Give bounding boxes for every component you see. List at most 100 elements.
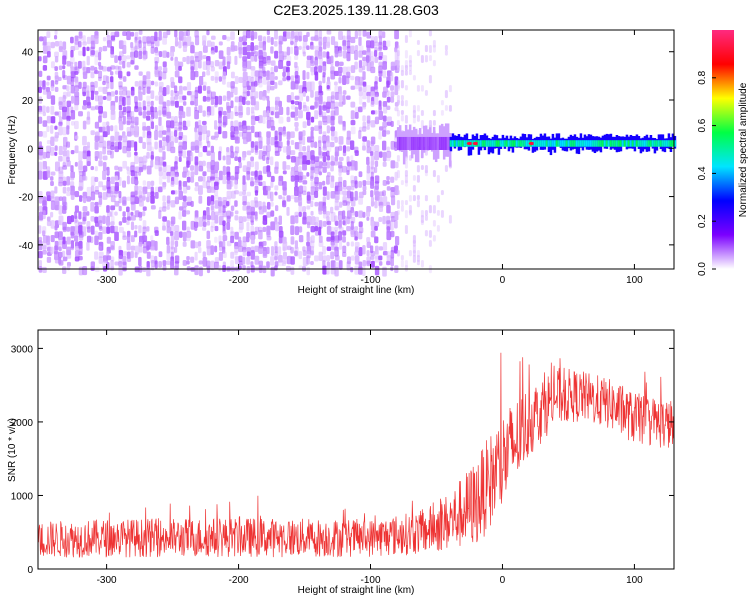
spectrogram-cell bbox=[118, 90, 123, 96]
spectrogram-cell bbox=[86, 150, 91, 158]
signal-band-core bbox=[461, 140, 465, 147]
spectrogram-cell bbox=[46, 115, 52, 124]
spectrogram-cell bbox=[58, 251, 63, 258]
spectrogram-cell bbox=[298, 265, 303, 270]
spectrogram-cell bbox=[142, 110, 147, 119]
spectrogram-cell bbox=[162, 66, 168, 74]
spectrogram-cell bbox=[42, 171, 48, 180]
spectrogram-cell bbox=[350, 241, 355, 247]
spectrogram-cell bbox=[186, 210, 191, 215]
spectrogram-cell bbox=[178, 76, 183, 84]
signal-band-core bbox=[583, 140, 587, 147]
spectrogram-cell bbox=[170, 260, 175, 269]
spectrogram-cell bbox=[146, 196, 150, 203]
spectrogram-cell bbox=[416, 255, 420, 262]
spectrogram-cell bbox=[142, 41, 147, 48]
spectrogram-cell bbox=[358, 50, 363, 58]
spectrogram-cell bbox=[214, 215, 219, 224]
spectrogram-cell bbox=[214, 165, 219, 174]
spectrogram-cell bbox=[400, 95, 404, 101]
spectrogram-cell bbox=[110, 205, 116, 211]
spectrogram-cell bbox=[226, 61, 231, 70]
spectrogram-cell bbox=[210, 75, 215, 81]
snr-y-axis-label: SNR (10 * v/v) bbox=[7, 418, 18, 482]
spectrogram-cell bbox=[166, 165, 172, 174]
spectrogram-cell bbox=[310, 45, 315, 50]
spectrogram-cell bbox=[110, 185, 116, 195]
signal-band-core bbox=[579, 140, 583, 147]
spectrogram-cell bbox=[262, 96, 266, 101]
signal-band-core bbox=[651, 140, 655, 147]
signal-band-core bbox=[647, 140, 651, 147]
spectrogram-cell bbox=[174, 85, 178, 94]
spectrogram-cell bbox=[90, 225, 95, 235]
spectrogram-cell bbox=[46, 140, 52, 145]
spectrogram-cell bbox=[94, 205, 99, 214]
spectrogram-cell bbox=[130, 221, 135, 231]
spectrogram-cell bbox=[346, 216, 350, 225]
spectrogram-cell bbox=[138, 80, 144, 90]
spectrogram-cell bbox=[282, 255, 288, 264]
spectrogram-cell bbox=[194, 210, 199, 219]
spectrogram-cell bbox=[178, 190, 183, 201]
spectrogram-cell bbox=[290, 91, 295, 101]
spectrogram-cell bbox=[142, 55, 147, 61]
spectrogram-cell bbox=[90, 130, 95, 136]
spectrogram-cell bbox=[350, 255, 355, 261]
spectrogram-cell bbox=[70, 45, 76, 52]
spectrogram-cell bbox=[118, 60, 123, 65]
spectrogram-cell bbox=[386, 151, 392, 158]
spectrogram-cell bbox=[174, 130, 178, 137]
spectrogram-cell bbox=[38, 251, 43, 259]
signal-band-core bbox=[483, 140, 487, 147]
spectrogram-cell bbox=[270, 210, 275, 217]
spectrogram-cell bbox=[254, 116, 260, 121]
spectrogram-cell bbox=[424, 90, 428, 96]
spectrogram-cell bbox=[254, 255, 260, 265]
spectrogram-cell bbox=[78, 186, 83, 191]
spectrogram-cell bbox=[326, 161, 330, 169]
spectrogram-cell bbox=[354, 226, 359, 231]
spectrogram-cell bbox=[182, 111, 186, 119]
spectrogram-cell bbox=[362, 56, 367, 62]
spectrogram-cell bbox=[86, 101, 92, 109]
spectrogram-cell bbox=[354, 150, 359, 156]
spectrogram-cell bbox=[362, 105, 366, 110]
spectrogram-cell bbox=[306, 221, 311, 229]
spectrogram-cell bbox=[166, 245, 171, 254]
spectrogram-cell bbox=[314, 190, 319, 199]
spectrogram-cell bbox=[358, 130, 362, 139]
spectrogram-cell bbox=[182, 45, 188, 53]
spectrogram-cell bbox=[222, 231, 227, 236]
spectrogram-cell bbox=[354, 241, 360, 248]
signal-band-core bbox=[515, 140, 519, 147]
spectrogram-cell bbox=[374, 85, 379, 94]
spectrogram-cell bbox=[94, 156, 98, 162]
spectrogram-cell bbox=[358, 261, 363, 269]
spectrogram-cell bbox=[370, 160, 374, 170]
spectrogram-cell bbox=[74, 120, 79, 130]
spectrogram-cell bbox=[162, 145, 166, 151]
spectrogram-cell bbox=[150, 46, 155, 54]
spectrogram-cell bbox=[42, 111, 46, 117]
spectrogram-cell bbox=[310, 36, 316, 41]
spectrogram-cell bbox=[134, 121, 139, 126]
spectrogram-cell bbox=[158, 206, 163, 213]
spectrogram-cell bbox=[322, 36, 328, 44]
spectrogram-cell bbox=[250, 66, 256, 71]
spectrogram-cell bbox=[370, 40, 375, 49]
spectrogram-cell bbox=[274, 221, 280, 232]
spectrogram-cell bbox=[170, 190, 176, 195]
spectrogram-cell bbox=[404, 170, 408, 177]
spectrogram-cell bbox=[74, 211, 78, 219]
spectrogram-cell bbox=[110, 125, 114, 132]
spectrogram-cell bbox=[178, 150, 183, 157]
spectrogram-cell bbox=[294, 196, 299, 203]
spectrogram-cell bbox=[190, 45, 195, 54]
spectrogram-cell bbox=[274, 30, 278, 40]
spectrogram-cell bbox=[270, 110, 274, 116]
spectrogram-cell bbox=[436, 225, 440, 232]
signal-band-core bbox=[669, 140, 673, 147]
spectrogram-cell bbox=[342, 145, 347, 154]
